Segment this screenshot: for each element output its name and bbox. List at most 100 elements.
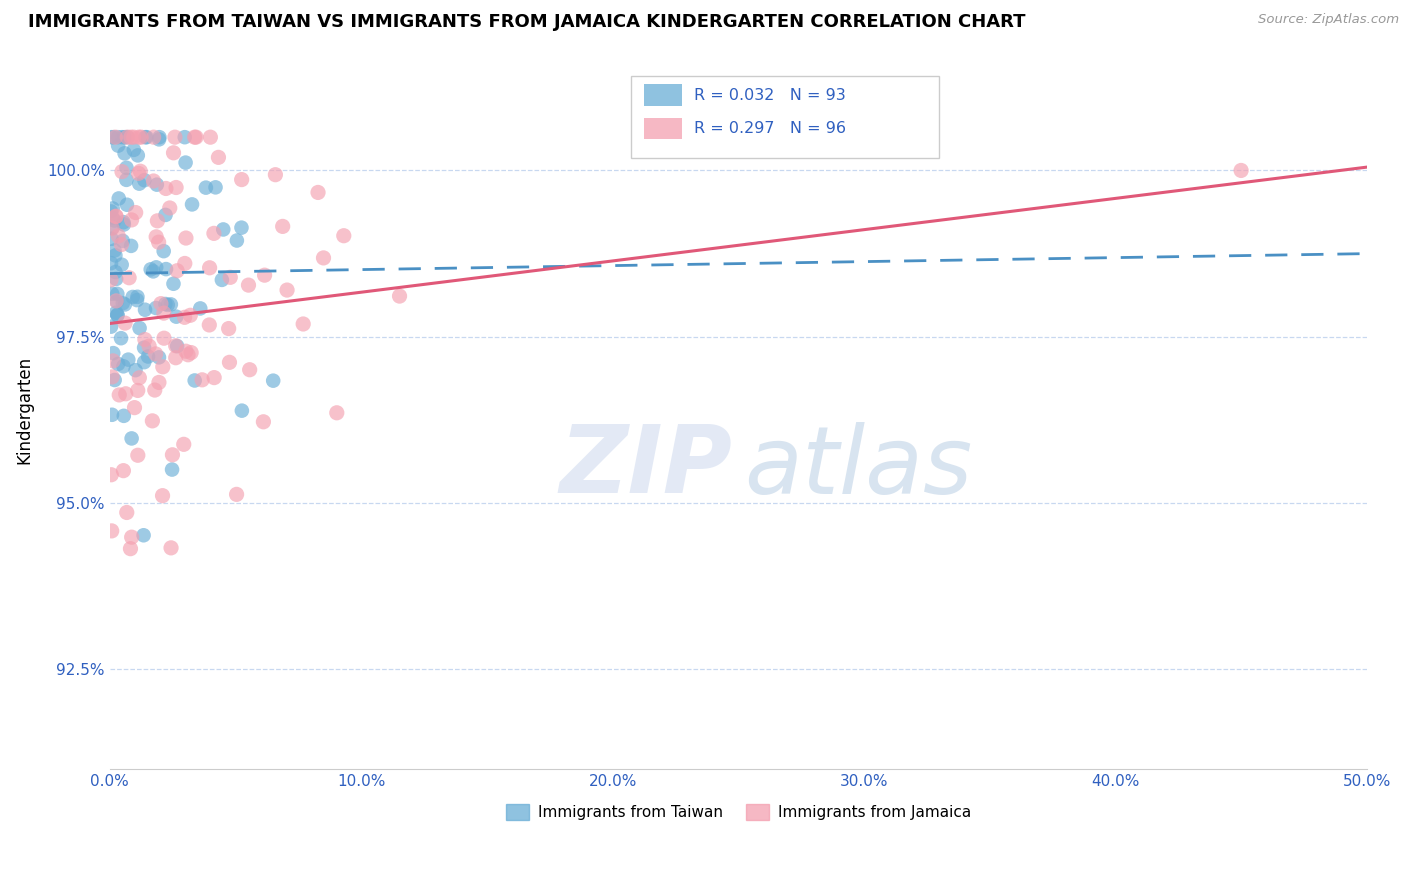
Point	[333, 228, 356, 243]
Point	[112, 359, 135, 374]
Point	[160, 297, 183, 311]
Point	[107, 138, 129, 153]
Point	[121, 213, 143, 227]
Point	[103, 244, 125, 258]
Point	[125, 293, 148, 307]
Point	[191, 373, 214, 387]
Point	[127, 384, 149, 398]
Point	[198, 318, 221, 332]
Point	[104, 265, 127, 279]
Point	[118, 270, 141, 285]
Point	[152, 244, 174, 259]
Point	[108, 388, 131, 402]
Point	[100, 256, 122, 270]
Point	[105, 294, 128, 309]
Point	[104, 210, 127, 224]
Point	[292, 317, 315, 331]
Point	[1230, 163, 1253, 178]
Point	[112, 218, 135, 232]
Point	[134, 130, 156, 145]
Point	[114, 297, 136, 311]
Point	[160, 462, 183, 476]
FancyBboxPatch shape	[631, 76, 939, 159]
Point	[252, 415, 274, 429]
Point	[134, 333, 156, 347]
Point	[204, 180, 226, 194]
Point	[100, 467, 122, 482]
Point	[124, 205, 146, 219]
Point	[166, 339, 188, 353]
Text: atlas: atlas	[745, 422, 973, 513]
Point	[115, 198, 138, 212]
Point	[181, 197, 204, 211]
Point	[101, 354, 124, 368]
Point	[128, 177, 150, 191]
Point	[121, 290, 143, 304]
Point	[142, 130, 165, 145]
Point	[139, 262, 162, 277]
Point	[145, 347, 167, 361]
Point	[121, 530, 143, 544]
Point	[163, 130, 186, 145]
Point	[115, 161, 138, 175]
Point	[100, 204, 122, 219]
Point	[100, 273, 122, 287]
Point	[211, 273, 233, 287]
Point	[177, 348, 200, 362]
Point	[134, 173, 156, 187]
Point	[120, 541, 142, 556]
Point	[120, 130, 142, 145]
Point	[101, 408, 124, 422]
Point	[111, 296, 134, 310]
Point	[128, 166, 150, 180]
Point	[198, 260, 221, 275]
Point	[100, 319, 122, 334]
Point	[184, 130, 207, 145]
Point	[128, 371, 150, 385]
Point	[127, 290, 149, 304]
Point	[117, 352, 139, 367]
Point	[160, 541, 183, 555]
Point	[112, 409, 135, 423]
Point	[200, 130, 222, 145]
Point	[219, 270, 242, 285]
Point	[180, 345, 202, 359]
Point	[138, 339, 160, 353]
Point	[142, 264, 165, 278]
Point	[101, 202, 124, 216]
Point	[239, 362, 262, 376]
Point	[104, 373, 127, 387]
Point	[156, 298, 179, 312]
Point	[127, 148, 149, 162]
Point	[155, 262, 177, 277]
Point	[264, 168, 287, 182]
Point	[101, 286, 124, 301]
Point	[194, 180, 217, 194]
Point	[238, 278, 260, 293]
Point	[104, 209, 127, 223]
Point	[103, 346, 125, 360]
Text: Source: ZipAtlas.com: Source: ZipAtlas.com	[1258, 13, 1399, 27]
Point	[183, 374, 205, 388]
Point	[174, 155, 197, 169]
Point	[122, 130, 145, 145]
Point	[107, 130, 129, 145]
Point	[145, 260, 167, 275]
Text: R = 0.297   N = 96: R = 0.297 N = 96	[695, 120, 846, 136]
Point	[105, 272, 128, 286]
Point	[165, 339, 187, 353]
Point	[115, 173, 138, 187]
Point	[132, 341, 155, 355]
Point	[105, 293, 128, 308]
Point	[162, 448, 184, 462]
Point	[124, 401, 146, 415]
Point	[112, 215, 135, 229]
Point	[218, 355, 240, 369]
Point	[100, 524, 122, 538]
Point	[100, 130, 122, 145]
Point	[165, 351, 187, 365]
Point	[312, 251, 335, 265]
Point	[148, 130, 170, 145]
Point	[155, 208, 177, 222]
Point	[101, 221, 124, 235]
